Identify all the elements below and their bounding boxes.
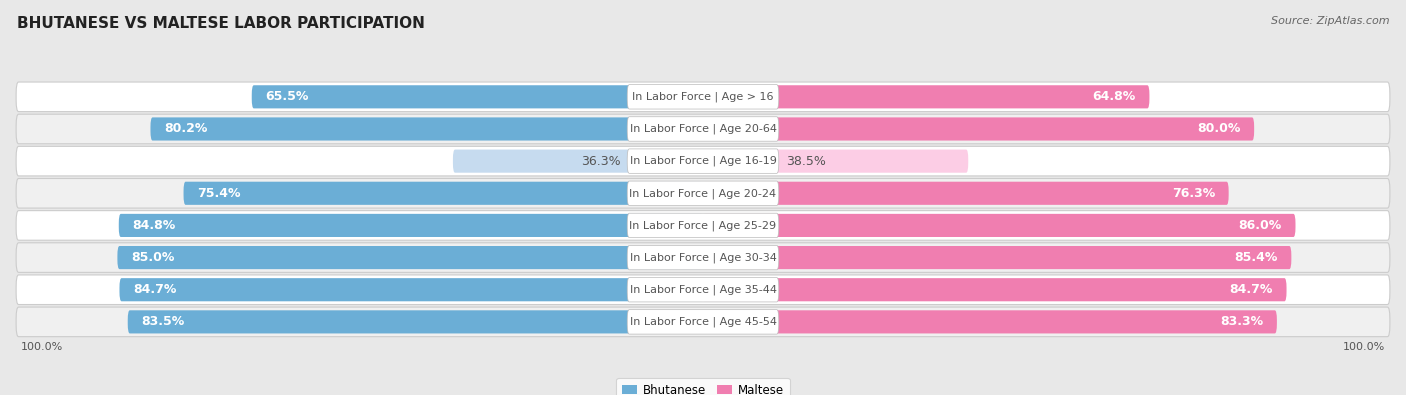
FancyBboxPatch shape [15, 243, 1391, 273]
Text: 84.7%: 84.7% [134, 283, 177, 296]
Text: 80.0%: 80.0% [1197, 122, 1240, 135]
FancyBboxPatch shape [627, 278, 779, 302]
FancyBboxPatch shape [453, 150, 703, 173]
Text: 75.4%: 75.4% [197, 187, 240, 200]
Text: 100.0%: 100.0% [1343, 342, 1385, 352]
Text: 85.4%: 85.4% [1234, 251, 1278, 264]
FancyBboxPatch shape [15, 307, 1391, 337]
FancyBboxPatch shape [128, 310, 703, 333]
Text: 86.0%: 86.0% [1239, 219, 1282, 232]
FancyBboxPatch shape [15, 179, 1391, 208]
FancyBboxPatch shape [703, 246, 1291, 269]
FancyBboxPatch shape [15, 275, 1391, 305]
Text: 36.3%: 36.3% [581, 154, 620, 167]
FancyBboxPatch shape [703, 310, 1277, 333]
Text: In Labor Force | Age 16-19: In Labor Force | Age 16-19 [630, 156, 776, 166]
FancyBboxPatch shape [15, 82, 1391, 112]
Text: 80.2%: 80.2% [165, 122, 208, 135]
Text: Source: ZipAtlas.com: Source: ZipAtlas.com [1271, 16, 1389, 26]
Text: In Labor Force | Age 30-34: In Labor Force | Age 30-34 [630, 252, 776, 263]
FancyBboxPatch shape [703, 182, 1229, 205]
FancyBboxPatch shape [703, 150, 969, 173]
FancyBboxPatch shape [627, 181, 779, 205]
Legend: Bhutanese, Maltese: Bhutanese, Maltese [616, 378, 790, 395]
Text: 84.8%: 84.8% [132, 219, 176, 232]
Text: In Labor Force | Age 35-44: In Labor Force | Age 35-44 [630, 284, 776, 295]
FancyBboxPatch shape [627, 213, 779, 238]
Text: 84.7%: 84.7% [1229, 283, 1272, 296]
FancyBboxPatch shape [252, 85, 703, 108]
Text: 65.5%: 65.5% [266, 90, 309, 103]
Text: 64.8%: 64.8% [1092, 90, 1136, 103]
FancyBboxPatch shape [120, 278, 703, 301]
Text: 83.5%: 83.5% [142, 315, 184, 328]
Text: In Labor Force | Age 45-54: In Labor Force | Age 45-54 [630, 317, 776, 327]
FancyBboxPatch shape [703, 117, 1254, 141]
FancyBboxPatch shape [627, 149, 779, 173]
FancyBboxPatch shape [703, 85, 1150, 108]
FancyBboxPatch shape [15, 146, 1391, 176]
FancyBboxPatch shape [184, 182, 703, 205]
Text: In Labor Force | Age 25-29: In Labor Force | Age 25-29 [630, 220, 776, 231]
FancyBboxPatch shape [118, 246, 703, 269]
FancyBboxPatch shape [627, 245, 779, 270]
FancyBboxPatch shape [627, 310, 779, 334]
FancyBboxPatch shape [627, 85, 779, 109]
FancyBboxPatch shape [150, 117, 703, 141]
Text: In Labor Force | Age 20-64: In Labor Force | Age 20-64 [630, 124, 776, 134]
FancyBboxPatch shape [118, 214, 703, 237]
Text: 38.5%: 38.5% [786, 154, 825, 167]
FancyBboxPatch shape [703, 214, 1295, 237]
FancyBboxPatch shape [15, 211, 1391, 240]
Text: 76.3%: 76.3% [1171, 187, 1215, 200]
Text: 83.3%: 83.3% [1220, 315, 1263, 328]
Text: 85.0%: 85.0% [131, 251, 174, 264]
Text: 100.0%: 100.0% [21, 342, 63, 352]
FancyBboxPatch shape [15, 114, 1391, 144]
Text: In Labor Force | Age 20-24: In Labor Force | Age 20-24 [630, 188, 776, 199]
Text: In Labor Force | Age > 16: In Labor Force | Age > 16 [633, 92, 773, 102]
FancyBboxPatch shape [703, 278, 1286, 301]
FancyBboxPatch shape [627, 117, 779, 141]
Text: BHUTANESE VS MALTESE LABOR PARTICIPATION: BHUTANESE VS MALTESE LABOR PARTICIPATION [17, 16, 425, 31]
